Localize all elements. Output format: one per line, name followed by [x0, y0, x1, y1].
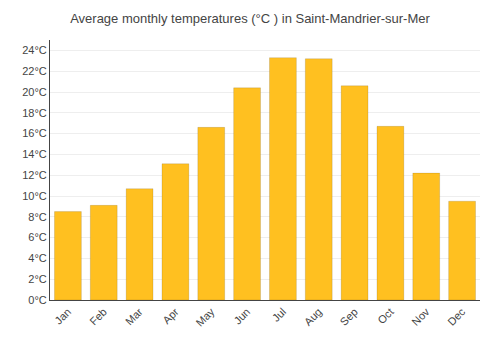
svg-text:Aug: Aug	[302, 306, 324, 328]
svg-text:4°C: 4°C	[28, 252, 47, 264]
svg-text:0°C: 0°C	[28, 294, 47, 306]
svg-text:8°C: 8°C	[28, 211, 47, 223]
svg-text:Mar: Mar	[123, 305, 145, 327]
svg-text:Nov: Nov	[409, 305, 432, 328]
svg-text:14°C: 14°C	[22, 148, 47, 160]
svg-text:6°C: 6°C	[28, 231, 47, 243]
svg-text:Average monthly temperatures (: Average monthly temperatures (°C ) in Sa…	[70, 11, 430, 26]
svg-text:18°C: 18°C	[22, 107, 47, 119]
svg-text:2°C: 2°C	[28, 273, 47, 285]
svg-text:16°C: 16°C	[22, 127, 47, 139]
svg-text:22°C: 22°C	[22, 65, 47, 77]
svg-text:Dec: Dec	[445, 305, 468, 328]
svg-text:20°C: 20°C	[22, 86, 47, 98]
svg-text:Oct: Oct	[375, 306, 396, 327]
svg-text:Jun: Jun	[231, 306, 252, 327]
svg-text:24°C: 24°C	[22, 44, 47, 56]
svg-text:12°C: 12°C	[22, 169, 47, 181]
svg-text:Jul: Jul	[270, 306, 288, 324]
svg-text:10°C: 10°C	[22, 190, 47, 202]
svg-text:Feb: Feb	[87, 306, 109, 328]
svg-text:May: May	[193, 305, 217, 329]
svg-text:Apr: Apr	[160, 305, 181, 326]
svg-text:Sep: Sep	[338, 306, 360, 328]
svg-text:Jan: Jan	[52, 306, 73, 327]
